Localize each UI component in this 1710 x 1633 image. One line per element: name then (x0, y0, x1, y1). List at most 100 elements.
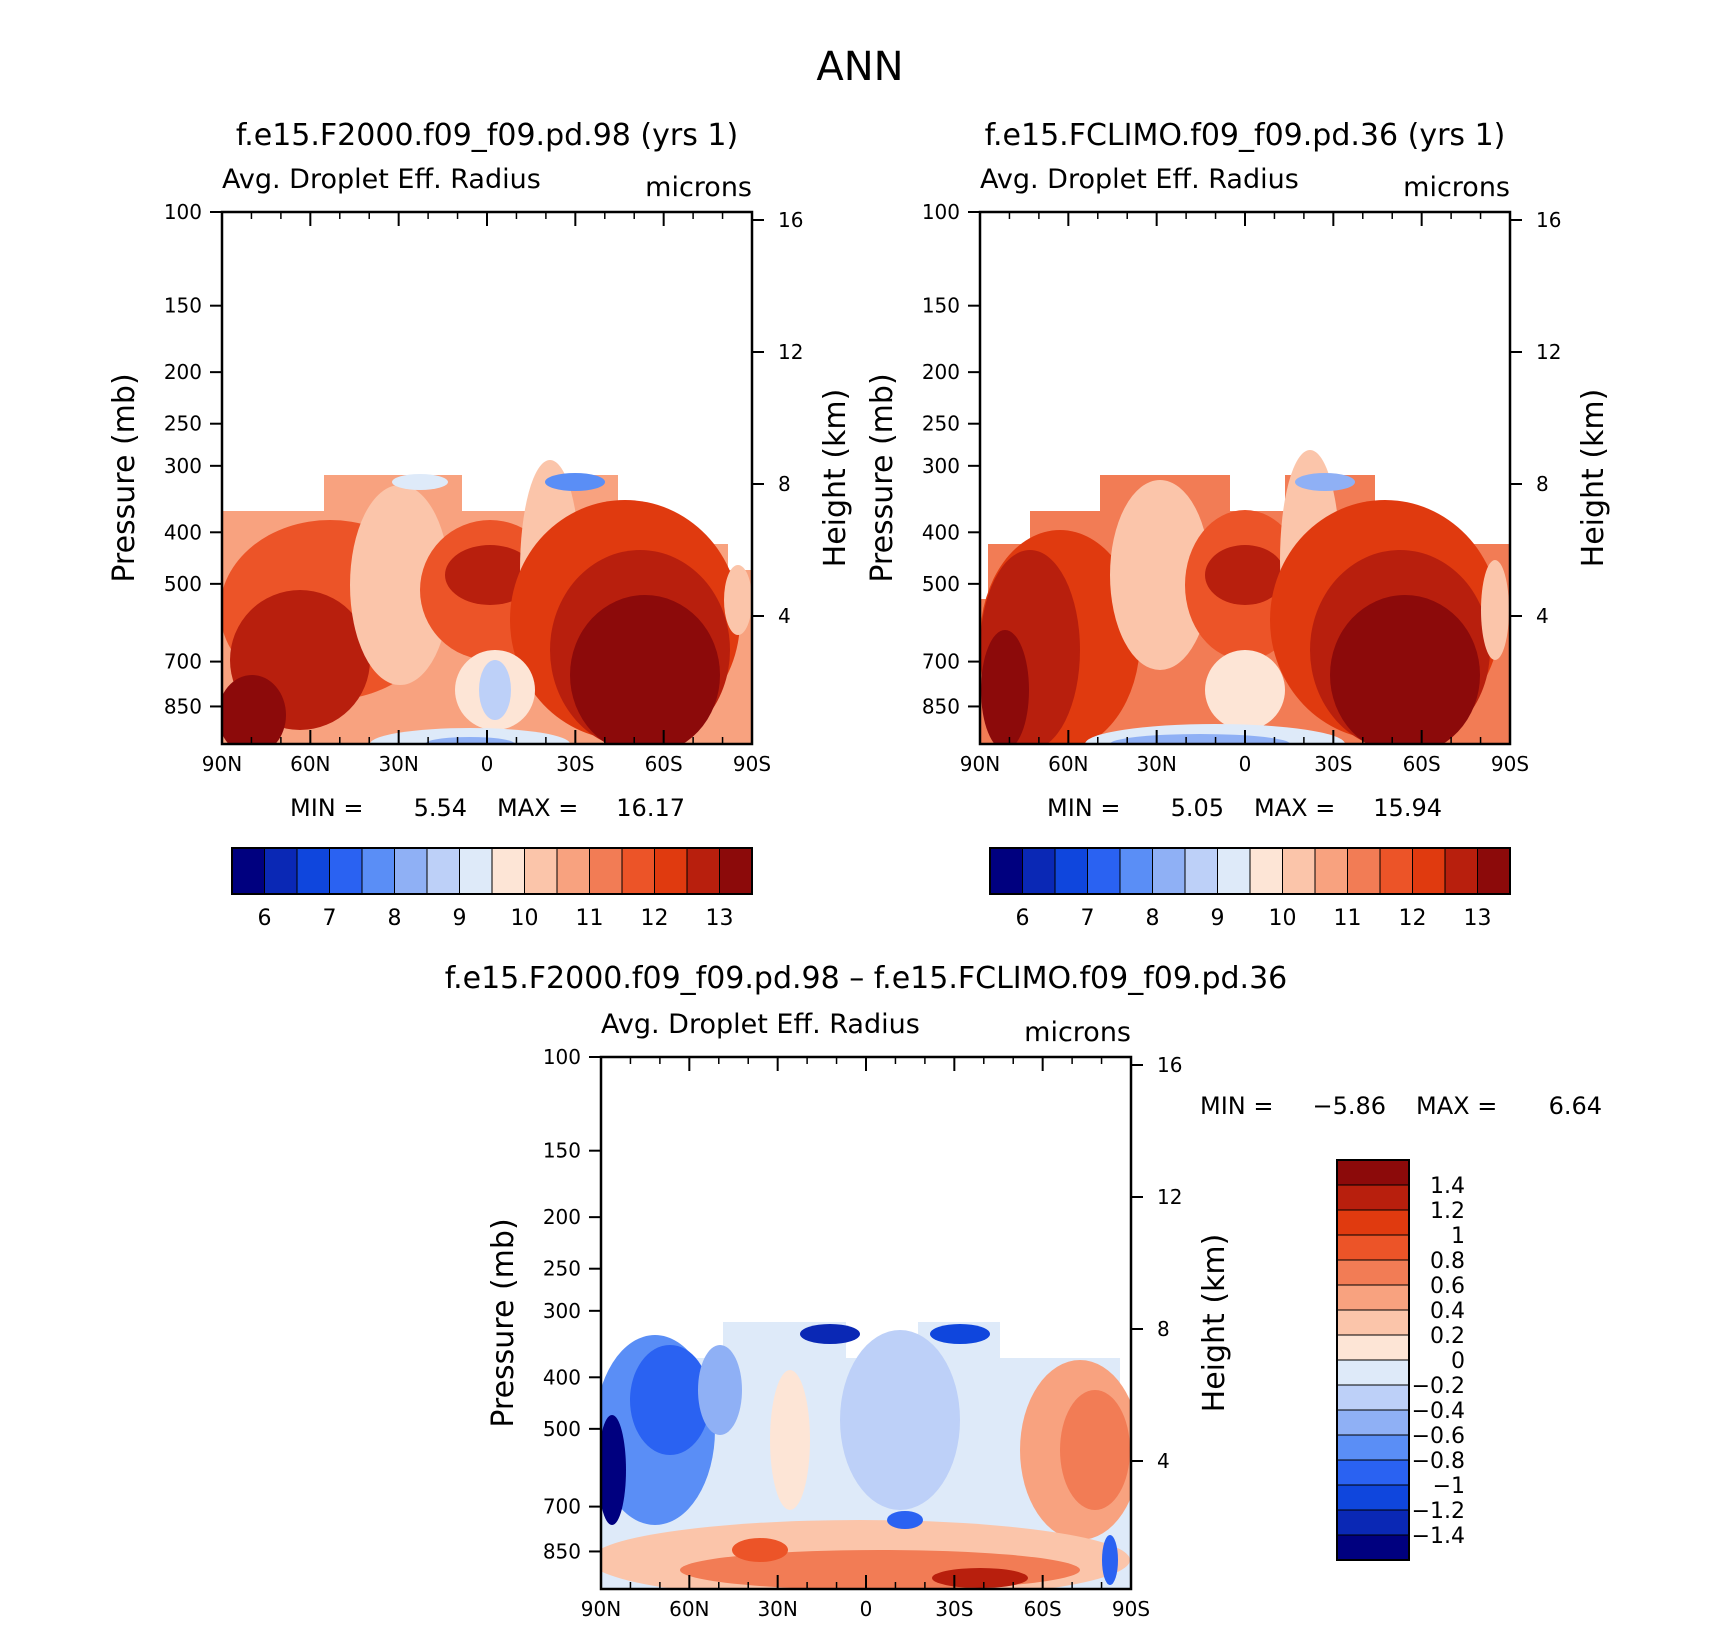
y-right-tick-label: 8 (778, 472, 791, 496)
colorbar-swatch (1087, 847, 1121, 895)
max-label: MAX = (497, 794, 578, 822)
colorbar-swatch (1336, 1459, 1410, 1486)
colorbar-tick-label: 6 (1016, 906, 1030, 931)
colorbar-tick-label: −0.6 (1412, 1424, 1465, 1449)
y-tick-label: 500 (543, 1417, 581, 1441)
contour-band (570, 595, 720, 744)
colorbar-tick-label: 9 (1211, 906, 1225, 931)
colorbar-tick-label: 0 (1451, 1349, 1465, 1374)
y-tick-label: 500 (164, 572, 202, 596)
colorbar-tick-label: 0.2 (1430, 1324, 1465, 1349)
colorbar-swatch (1054, 847, 1088, 895)
y-right-tick-label: 4 (778, 604, 791, 628)
contour-band (724, 565, 752, 635)
min-label: MIN = (290, 794, 363, 822)
y-tick-label: 200 (922, 360, 960, 384)
colorbar-swatch (459, 847, 493, 895)
colorbar-tick-label: 0.8 (1430, 1249, 1465, 1274)
y-axis-right-title: Height (km) (1197, 1234, 1232, 1413)
contour-field (222, 212, 752, 744)
y-tick-label: 300 (543, 1299, 581, 1323)
colorbar-swatch (426, 847, 460, 895)
contour-band (222, 675, 286, 744)
x-tick-label: 90N (960, 752, 1000, 776)
y-right-tick-label: 12 (1157, 1185, 1182, 1209)
contour-band (732, 1538, 788, 1562)
units-label: microns (1403, 172, 1510, 203)
x-tick-label: 60N (1048, 752, 1088, 776)
colorbar-swatch (1336, 1509, 1410, 1536)
min-label: MIN = (1047, 794, 1120, 822)
colorbar-tick-label: −1.2 (1412, 1499, 1465, 1524)
y-tick-label: 100 (543, 1045, 581, 1069)
contour-band (800, 1324, 860, 1344)
y-tick-label: 700 (164, 650, 202, 674)
x-tick-label: 0 (860, 1597, 873, 1621)
colorbar: 1.41.210.80.60.40.20−0.2−0.4−0.6−0.8−1−1… (1336, 1159, 1465, 1561)
y-right-tick-label: 12 (1536, 340, 1561, 364)
colorbar: 6 7 8 9 10 11 12 13 (231, 847, 753, 931)
mask-upper (980, 212, 1510, 475)
y-right-tick-label: 8 (1157, 1317, 1170, 1341)
colorbar-swatch (1379, 847, 1413, 895)
colorbar-swatch (361, 847, 395, 895)
contour-field (601, 1057, 1131, 1589)
colorbar-swatch (1336, 1359, 1410, 1386)
contour-band (770, 1370, 810, 1510)
variable-label: Avg. Droplet Eff. Radius (980, 164, 1299, 195)
y-tick-label: 200 (164, 360, 202, 384)
y-tick-label: 250 (164, 412, 202, 436)
colorbar-swatch (654, 847, 688, 895)
panel-difference: f.e15.F2000.f09_f09.pd.98 – f.e15.FCLIMO… (445, 961, 1602, 1621)
panel-title: f.e15.F2000.f09_f09.pd.98 (yrs 1) (236, 118, 738, 153)
units-label: microns (1024, 1017, 1131, 1048)
mask-upper (980, 475, 1100, 511)
colorbar-swatch (1336, 1409, 1410, 1436)
colorbar-swatch (491, 847, 525, 895)
units-label: microns (645, 172, 752, 203)
colorbar-tick-label: 12 (641, 906, 669, 931)
x-tick-label: 30S (935, 1597, 973, 1621)
colorbar-swatch (1336, 1184, 1410, 1211)
colorbar-swatch (719, 847, 753, 895)
x-tick-label: 90N (202, 752, 242, 776)
colorbar-swatch (231, 847, 265, 895)
y-tick-label: 850 (922, 694, 960, 718)
y-right-tick-label: 12 (778, 340, 803, 364)
x-tick-label: 60N (669, 1597, 709, 1621)
colorbar-swatch (1314, 847, 1348, 895)
colorbar-tick-label: 13 (1464, 906, 1492, 931)
contour-band (350, 485, 450, 685)
colorbar-swatch (1336, 1334, 1410, 1361)
y-right-tick-label: 4 (1157, 1449, 1170, 1473)
colorbar-swatch (296, 847, 330, 895)
x-tick-label: 60S (1024, 1597, 1062, 1621)
contour-band (545, 473, 605, 491)
y-axis-left: 100 150 200 250 300 400 500 700 850 (922, 200, 980, 718)
x-axis: 90N 60N 30N 0 30S 60S 90S (960, 212, 1529, 776)
colorbar-frame (1336, 1159, 1410, 1561)
y-axis-title: Pressure (mb) (486, 1218, 521, 1427)
colorbar-swatch (686, 847, 720, 895)
mask-upper (1230, 475, 1285, 511)
colorbar-swatch (1152, 847, 1186, 895)
contour-band (392, 474, 448, 490)
colorbar-swatch (1022, 847, 1056, 895)
contour-band (601, 1415, 626, 1525)
y-tick-label: 700 (922, 650, 960, 674)
colorbar-swatch (1217, 847, 1251, 895)
max-label: MAX = (1416, 1092, 1497, 1120)
contour-band (1481, 560, 1509, 660)
y-axis-right: 16 12 8 4 (1510, 208, 1561, 628)
x-tick-label: 90S (1491, 752, 1529, 776)
x-tick-label: 30S (1314, 752, 1352, 776)
colorbar-swatch (1119, 847, 1153, 895)
y-tick-label: 250 (543, 1257, 581, 1281)
panel-title: f.e15.F2000.f09_f09.pd.98 – f.e15.FCLIMO… (445, 961, 1288, 996)
max-value: 16.17 (616, 794, 685, 822)
y-tick-label: 400 (922, 520, 960, 544)
min-label: MIN = (1200, 1092, 1273, 1120)
mask-upper (1120, 1358, 1131, 1391)
y-tick-label: 200 (543, 1205, 581, 1229)
